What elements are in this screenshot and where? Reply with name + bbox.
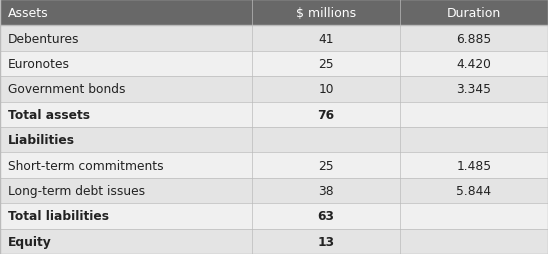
Bar (0, 203, 548, 229)
Text: Euronotes: Euronotes (8, 58, 70, 71)
Text: 25: 25 (318, 58, 334, 71)
Text: 13: 13 (317, 235, 335, 248)
Text: Total assets: Total assets (8, 108, 90, 121)
Text: 5.844: 5.844 (456, 184, 492, 197)
Text: 38: 38 (318, 184, 334, 197)
Text: Government bonds: Government bonds (8, 83, 125, 96)
Bar (0, 178, 548, 203)
Text: Assets: Assets (8, 7, 49, 20)
Text: Debentures: Debentures (8, 33, 79, 45)
Text: 41: 41 (318, 33, 334, 45)
Bar (0, 153, 548, 178)
Text: Duration: Duration (447, 7, 501, 20)
Text: 63: 63 (317, 210, 335, 223)
Bar (0, 52, 548, 77)
Bar (0, 229, 548, 254)
Bar (0, 128, 548, 153)
Bar (0, 77, 548, 102)
Text: 1.485: 1.485 (456, 159, 492, 172)
Text: Liabilities: Liabilities (8, 134, 75, 147)
Text: 76: 76 (317, 108, 335, 121)
Text: 3.345: 3.345 (456, 83, 492, 96)
Bar (0, 102, 548, 128)
Text: Long-term debt issues: Long-term debt issues (8, 184, 145, 197)
Text: Short-term commitments: Short-term commitments (8, 159, 164, 172)
Text: Equity: Equity (8, 235, 52, 248)
Text: 6.885: 6.885 (456, 33, 492, 45)
Bar (0, 0, 548, 26)
Bar (0, 26, 548, 52)
Text: $ millions: $ millions (296, 7, 356, 20)
Text: Total liabilities: Total liabilities (8, 210, 109, 223)
Text: 10: 10 (318, 83, 334, 96)
Text: 4.420: 4.420 (456, 58, 492, 71)
Text: 25: 25 (318, 159, 334, 172)
